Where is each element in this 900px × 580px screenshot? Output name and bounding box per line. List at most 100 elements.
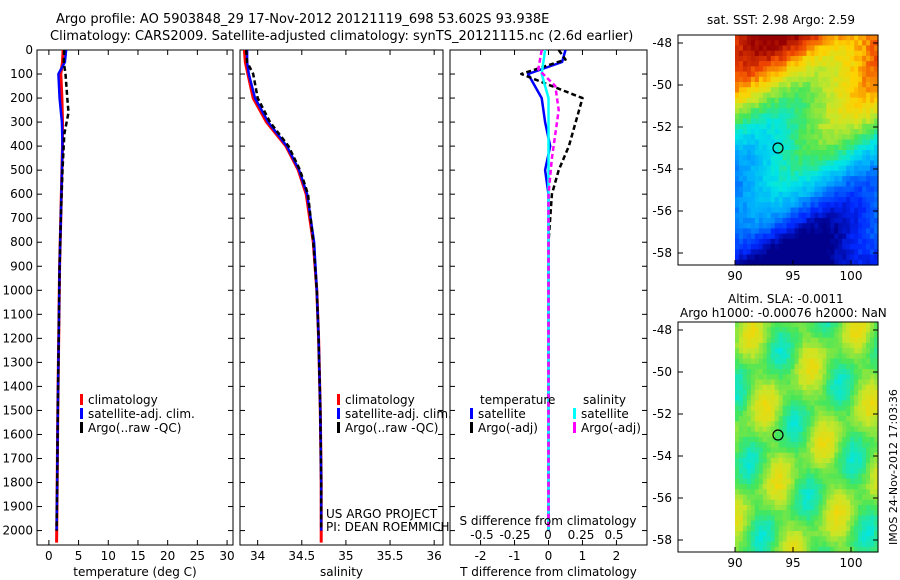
map-sla-cell <box>750 332 756 339</box>
map-sla-cell <box>858 322 863 328</box>
map-sla-cell <box>802 494 808 501</box>
map-sst-cell <box>770 123 776 130</box>
map-sst-cell <box>814 170 820 177</box>
map-sla-cell <box>790 531 796 537</box>
map-sst-cell <box>782 165 788 172</box>
map-sla-cell <box>754 342 760 349</box>
map-sla-cell <box>826 322 831 328</box>
map-sst-cell <box>830 197 835 203</box>
map-sst-cell <box>770 71 776 78</box>
map-sst-cell <box>802 207 808 214</box>
map-sst-cell <box>842 113 847 120</box>
map-sla-cell <box>790 457 796 464</box>
map-sst-cell <box>798 186 804 193</box>
map-sla-cell <box>814 510 820 517</box>
map-sla-cell <box>762 426 768 433</box>
map-sla-cell <box>806 384 812 391</box>
depth-tick-label: 600 <box>10 187 33 201</box>
map-sla-cell <box>818 468 823 475</box>
map-sst-cell <box>874 259 879 266</box>
map-sla-cell <box>738 546 744 553</box>
map-sla-cell <box>735 442 740 449</box>
map-sst-cell <box>822 50 827 57</box>
map-sla-cell <box>778 348 784 354</box>
map-sst-cell <box>850 82 855 88</box>
map-sst-cell <box>802 129 808 135</box>
map-sla-cell <box>770 416 776 422</box>
map-sst-cell <box>774 202 780 209</box>
map-sst-cell <box>762 191 768 198</box>
map-sst-cell <box>778 228 784 235</box>
map-sla-cell <box>842 504 847 511</box>
map-sst-cell <box>746 259 752 266</box>
map-sst-cell <box>822 61 827 67</box>
map-sla-cell <box>766 457 772 464</box>
map-sla-frame <box>677 321 879 553</box>
map-sla-cell <box>750 416 756 422</box>
map-sst-cell <box>846 45 851 52</box>
map-sst-cell <box>750 155 756 162</box>
map-sla-cell <box>866 489 871 496</box>
map-sst-cell <box>858 249 863 256</box>
map-sst-cell <box>766 55 772 62</box>
map-sla-cell <box>850 327 855 334</box>
map-sst-cell <box>738 66 744 73</box>
map-sla-cell <box>746 395 752 402</box>
map-sla-cell <box>786 405 792 412</box>
map-sst-cell <box>794 129 800 135</box>
map-sst-cell <box>742 191 748 198</box>
map-sla-cell <box>850 515 855 522</box>
map-sla-cell <box>814 447 820 454</box>
map-sla-cell <box>842 463 847 469</box>
map-sst-cell <box>862 249 867 256</box>
map-sst-cell <box>786 228 792 235</box>
map-sst-cell <box>778 55 784 62</box>
map-sla-cell <box>870 327 875 334</box>
map-sla-cell <box>750 525 756 532</box>
map-sst-cell <box>846 92 851 99</box>
map-sla-cell <box>850 379 855 386</box>
map-sla-cell <box>866 405 871 412</box>
map-sla-cell <box>794 442 800 449</box>
map-sst-cell <box>826 61 831 67</box>
map-sla-cell <box>750 389 756 396</box>
map-sla-cell <box>802 478 808 485</box>
map-sla-cell <box>846 531 851 537</box>
map-sla-cell <box>846 358 851 365</box>
map-sla-cell <box>735 546 740 553</box>
map-sst-cell <box>858 170 863 177</box>
map-sst-cell <box>806 186 812 193</box>
map-sst-cell <box>822 123 827 130</box>
map-sla-cell <box>766 520 772 527</box>
map-sst-cell <box>814 55 820 62</box>
map-sla-cell <box>830 442 835 449</box>
map-sst-cell <box>750 144 756 151</box>
map-sla-cell <box>866 442 871 449</box>
map-sla-cell <box>814 353 820 360</box>
map-sst-cell <box>834 129 839 135</box>
map-sla-cell <box>814 369 820 375</box>
map-sst-cell <box>742 108 748 115</box>
map-sst-cell <box>806 76 812 83</box>
map-sla-cell <box>870 437 875 443</box>
map-sla-cell <box>842 525 847 532</box>
map-sst-cell <box>790 238 796 245</box>
map-sla-cell <box>762 400 768 407</box>
map-sla-cell <box>770 447 776 454</box>
map-sst-cell <box>822 176 827 182</box>
map-sst-cell <box>850 202 855 209</box>
map-sst-cell <box>758 191 764 198</box>
map-sst-cell <box>782 35 788 41</box>
map-sla-xtick-label: 100 <box>840 556 863 570</box>
map-sla-cell <box>794 374 800 381</box>
map-sst-cell <box>774 71 780 78</box>
map-sst-cell <box>822 233 827 240</box>
map-sla-cell <box>770 363 776 370</box>
map-sst-cell <box>854 87 859 94</box>
map-sla-cell <box>802 342 808 349</box>
map-sla-cell <box>870 457 875 464</box>
map-sst-cell <box>866 233 871 240</box>
map-sla-cell <box>866 384 871 391</box>
map-sla-cell <box>870 541 875 548</box>
map-sla-cell <box>806 478 812 485</box>
